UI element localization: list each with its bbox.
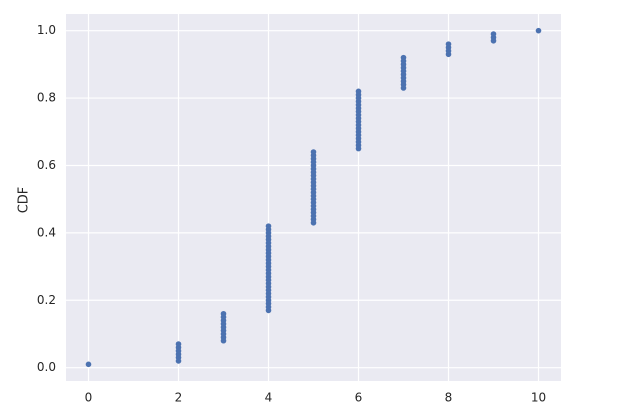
x-tick-label: 10 — [531, 391, 546, 405]
y-tick-label: 1.0 — [37, 23, 56, 37]
point — [490, 31, 497, 37]
point — [535, 27, 542, 34]
y-tick-label: 0.6 — [37, 158, 56, 172]
y-tick-label: 0.8 — [37, 91, 56, 105]
point — [220, 310, 227, 317]
point — [175, 341, 182, 347]
point — [355, 88, 362, 95]
y-tick-label: 0.2 — [37, 293, 56, 307]
y-axis-label: CDF — [17, 187, 32, 214]
point — [265, 223, 272, 229]
x-tick-label: 2 — [175, 391, 183, 405]
x-tick-label: 8 — [445, 391, 453, 405]
x-tick-label: 4 — [265, 391, 273, 405]
point — [400, 54, 407, 61]
x-tick-label: 6 — [355, 391, 363, 405]
point — [445, 41, 452, 47]
y-tick-label: 0.0 — [37, 360, 56, 374]
x-tick-label: 0 — [85, 391, 93, 405]
y-tick-label: 0.4 — [37, 225, 56, 239]
point — [310, 149, 317, 155]
points — [85, 27, 542, 368]
point — [85, 361, 92, 368]
